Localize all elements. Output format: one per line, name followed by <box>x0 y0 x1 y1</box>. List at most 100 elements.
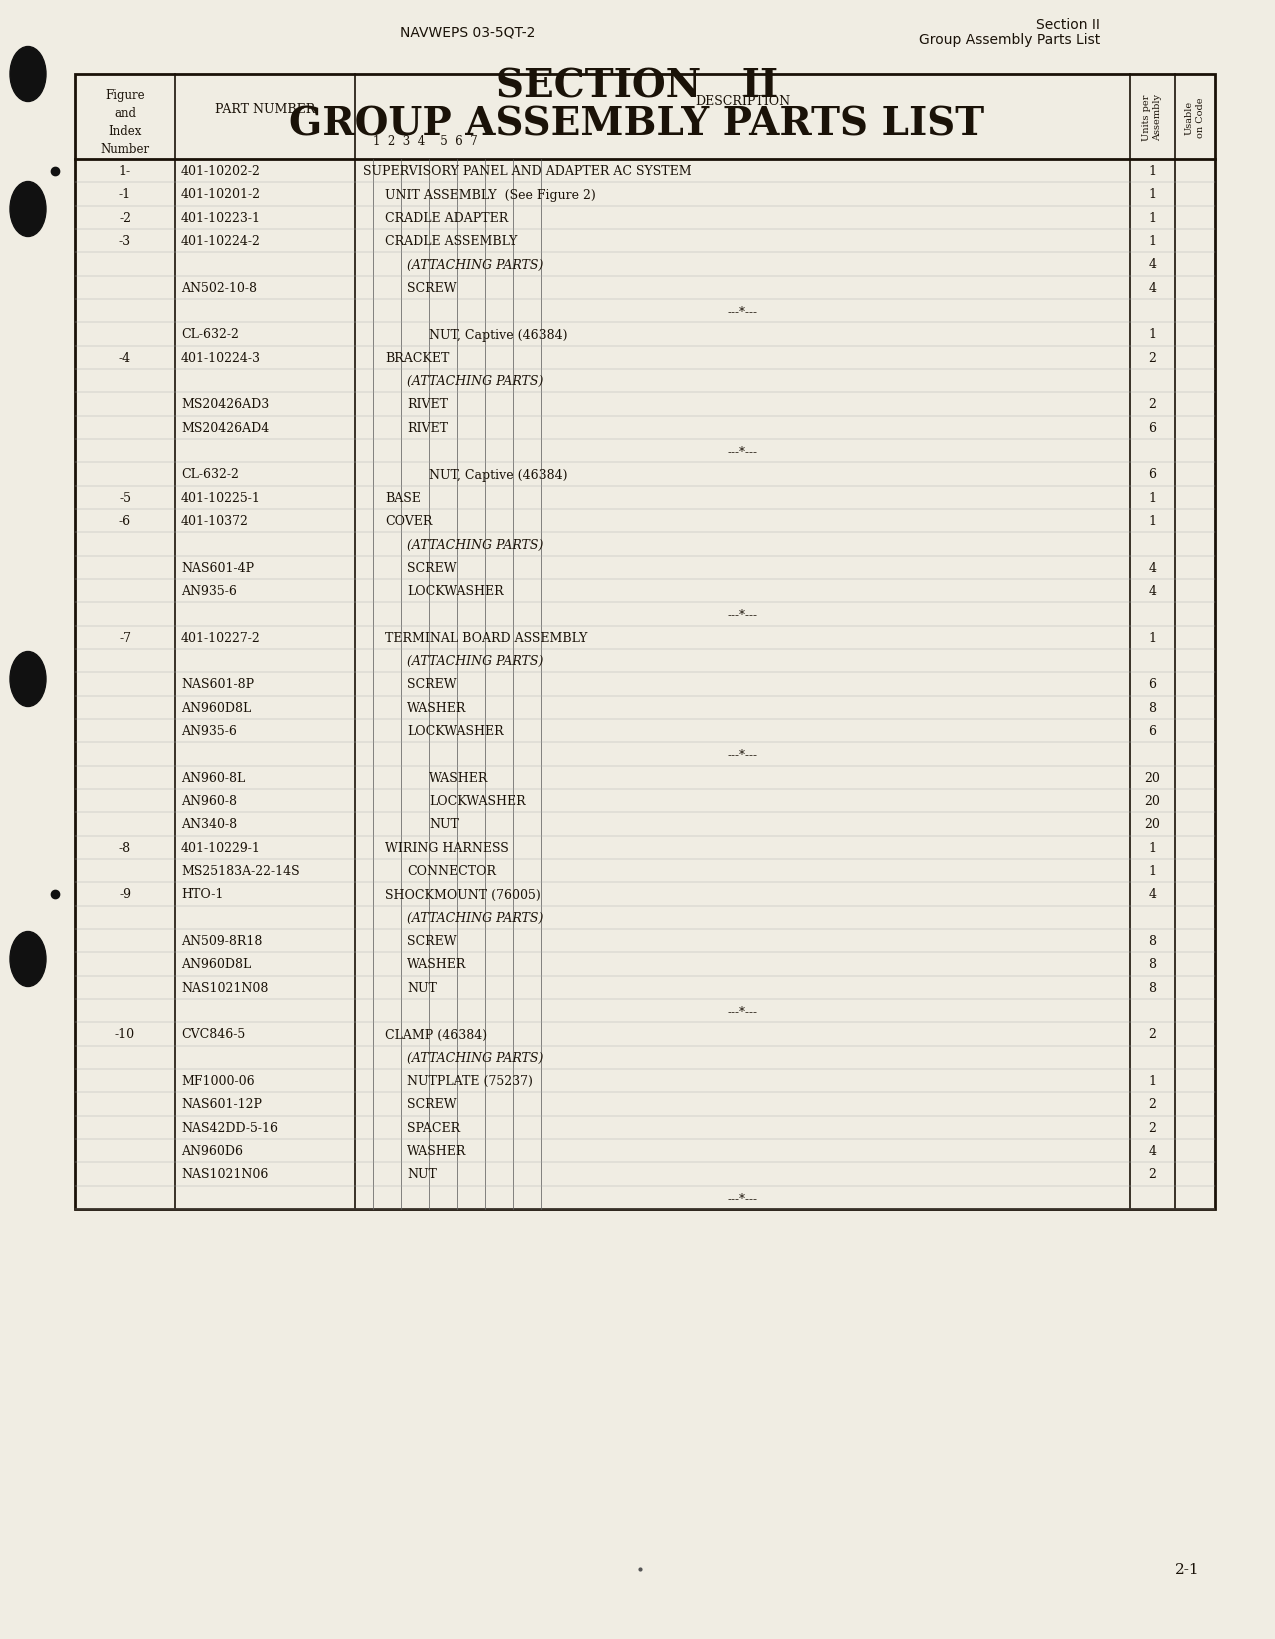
Bar <box>75 75 1215 1210</box>
Text: -6: -6 <box>119 515 131 528</box>
Text: CRADLE ASSEMBLY: CRADLE ASSEMBLY <box>385 234 518 247</box>
Text: 2: 2 <box>1149 1121 1156 1134</box>
Text: AN340-8: AN340-8 <box>181 818 237 831</box>
Text: 1: 1 <box>1149 211 1156 225</box>
Text: 1-: 1- <box>119 166 131 179</box>
Text: 2: 2 <box>1149 1028 1156 1041</box>
Text: (ATTACHING PARTS): (ATTACHING PARTS) <box>407 538 543 551</box>
Text: NUT, Captive (46384): NUT, Captive (46384) <box>428 469 567 482</box>
Text: 4: 4 <box>1149 259 1156 272</box>
Text: 20: 20 <box>1145 772 1160 785</box>
Text: Number: Number <box>101 143 149 156</box>
Ellipse shape <box>10 933 46 987</box>
Text: AN502-10-8: AN502-10-8 <box>181 282 258 295</box>
Text: 1: 1 <box>1149 166 1156 179</box>
Text: 1: 1 <box>1149 865 1156 877</box>
Text: NAS42DD-5-16: NAS42DD-5-16 <box>181 1121 278 1134</box>
Text: CL-632-2: CL-632-2 <box>181 469 238 482</box>
Text: TERMINAL BOARD ASSEMBLY: TERMINAL BOARD ASSEMBLY <box>385 631 588 644</box>
Text: Usable
on Code: Usable on Code <box>1184 97 1205 138</box>
Text: 20: 20 <box>1145 795 1160 808</box>
Text: 401-10223-1: 401-10223-1 <box>181 211 261 225</box>
Text: AN935-6: AN935-6 <box>181 724 237 738</box>
Text: 2: 2 <box>1149 1098 1156 1111</box>
Text: RIVET: RIVET <box>407 398 448 411</box>
Text: AN509-8R18: AN509-8R18 <box>181 934 263 947</box>
Text: GROUP ASSEMBLY PARTS LIST: GROUP ASSEMBLY PARTS LIST <box>289 107 984 144</box>
Text: NUT, Captive (46384): NUT, Captive (46384) <box>428 328 567 341</box>
Text: 1: 1 <box>1149 188 1156 202</box>
Text: BRACKET: BRACKET <box>385 352 449 364</box>
Text: NUTPLATE (75237): NUTPLATE (75237) <box>407 1075 533 1088</box>
Text: -3: -3 <box>119 234 131 247</box>
Text: NUT: NUT <box>407 1167 437 1180</box>
Text: 6: 6 <box>1149 421 1156 434</box>
Text: -2: -2 <box>119 211 131 225</box>
Text: (ATTACHING PARTS): (ATTACHING PARTS) <box>407 1051 543 1064</box>
Text: ---*---: ---*--- <box>728 444 757 457</box>
Text: 1: 1 <box>1149 841 1156 854</box>
Text: WASHER: WASHER <box>428 772 488 785</box>
Text: 401-10227-2: 401-10227-2 <box>181 631 261 644</box>
Ellipse shape <box>10 652 46 706</box>
Text: LOCKWASHER: LOCKWASHER <box>407 724 504 738</box>
Text: 4: 4 <box>1149 888 1156 901</box>
Text: SPACER: SPACER <box>407 1121 460 1134</box>
Text: 20: 20 <box>1145 818 1160 831</box>
Text: -7: -7 <box>119 631 131 644</box>
Text: SCREW: SCREW <box>407 562 456 575</box>
Text: RIVET: RIVET <box>407 421 448 434</box>
Text: ---*---: ---*--- <box>728 1192 757 1205</box>
Text: WIRING HARNESS: WIRING HARNESS <box>385 841 509 854</box>
Text: 8: 8 <box>1149 701 1156 715</box>
Text: AN960D8L: AN960D8L <box>181 701 251 715</box>
Text: Index: Index <box>108 125 142 138</box>
Text: 401-10202-2: 401-10202-2 <box>181 166 261 179</box>
Text: AN935-6: AN935-6 <box>181 585 237 598</box>
Text: 6: 6 <box>1149 724 1156 738</box>
Text: (ATTACHING PARTS): (ATTACHING PARTS) <box>407 911 543 924</box>
Text: 2: 2 <box>1149 1167 1156 1180</box>
Text: (ATTACHING PARTS): (ATTACHING PARTS) <box>407 259 543 272</box>
Text: 1: 1 <box>1149 234 1156 247</box>
Text: LOCKWASHER: LOCKWASHER <box>428 795 525 808</box>
Text: 1: 1 <box>1149 328 1156 341</box>
Text: COVER: COVER <box>385 515 432 528</box>
Text: SCREW: SCREW <box>407 934 456 947</box>
Text: 401-10224-2: 401-10224-2 <box>181 234 261 247</box>
Text: and: and <box>113 107 136 120</box>
Text: WASHER: WASHER <box>407 1144 467 1157</box>
Text: NAS1021N06: NAS1021N06 <box>181 1167 268 1180</box>
Text: Figure: Figure <box>105 89 145 102</box>
Text: SHOCKMOUNT (76005): SHOCKMOUNT (76005) <box>385 888 541 901</box>
Text: 401-10225-1: 401-10225-1 <box>181 492 261 505</box>
Text: SCREW: SCREW <box>407 282 456 295</box>
Text: Group Assembly Parts List: Group Assembly Parts List <box>919 33 1100 48</box>
Text: DESCRIPTION: DESCRIPTION <box>695 95 790 108</box>
Text: Section II: Section II <box>1037 18 1100 33</box>
Ellipse shape <box>10 48 46 102</box>
Text: 6: 6 <box>1149 469 1156 482</box>
Text: AN960-8: AN960-8 <box>181 795 237 808</box>
Text: LOCKWASHER: LOCKWASHER <box>407 585 504 598</box>
Text: -9: -9 <box>119 888 131 901</box>
Text: UNIT ASSEMBLY  (See Figure 2): UNIT ASSEMBLY (See Figure 2) <box>385 188 595 202</box>
Text: WASHER: WASHER <box>407 701 467 715</box>
Text: NAS601-12P: NAS601-12P <box>181 1098 261 1111</box>
Text: PART NUMBER: PART NUMBER <box>215 103 315 116</box>
Text: 401-10224-3: 401-10224-3 <box>181 352 261 364</box>
Text: 8: 8 <box>1149 934 1156 947</box>
Text: 1: 1 <box>1149 492 1156 505</box>
Text: ---*---: ---*--- <box>728 305 757 318</box>
Text: AN960-8L: AN960-8L <box>181 772 245 785</box>
Text: CVC846-5: CVC846-5 <box>181 1028 245 1041</box>
Text: MS20426AD3: MS20426AD3 <box>181 398 269 411</box>
Ellipse shape <box>10 182 46 238</box>
Text: (ATTACHING PARTS): (ATTACHING PARTS) <box>407 654 543 667</box>
Text: -10: -10 <box>115 1028 135 1041</box>
Text: 401-10201-2: 401-10201-2 <box>181 188 261 202</box>
Text: 4: 4 <box>1149 282 1156 295</box>
Text: 2: 2 <box>1149 398 1156 411</box>
Text: 401-10229-1: 401-10229-1 <box>181 841 261 854</box>
Text: NAS601-8P: NAS601-8P <box>181 679 254 692</box>
